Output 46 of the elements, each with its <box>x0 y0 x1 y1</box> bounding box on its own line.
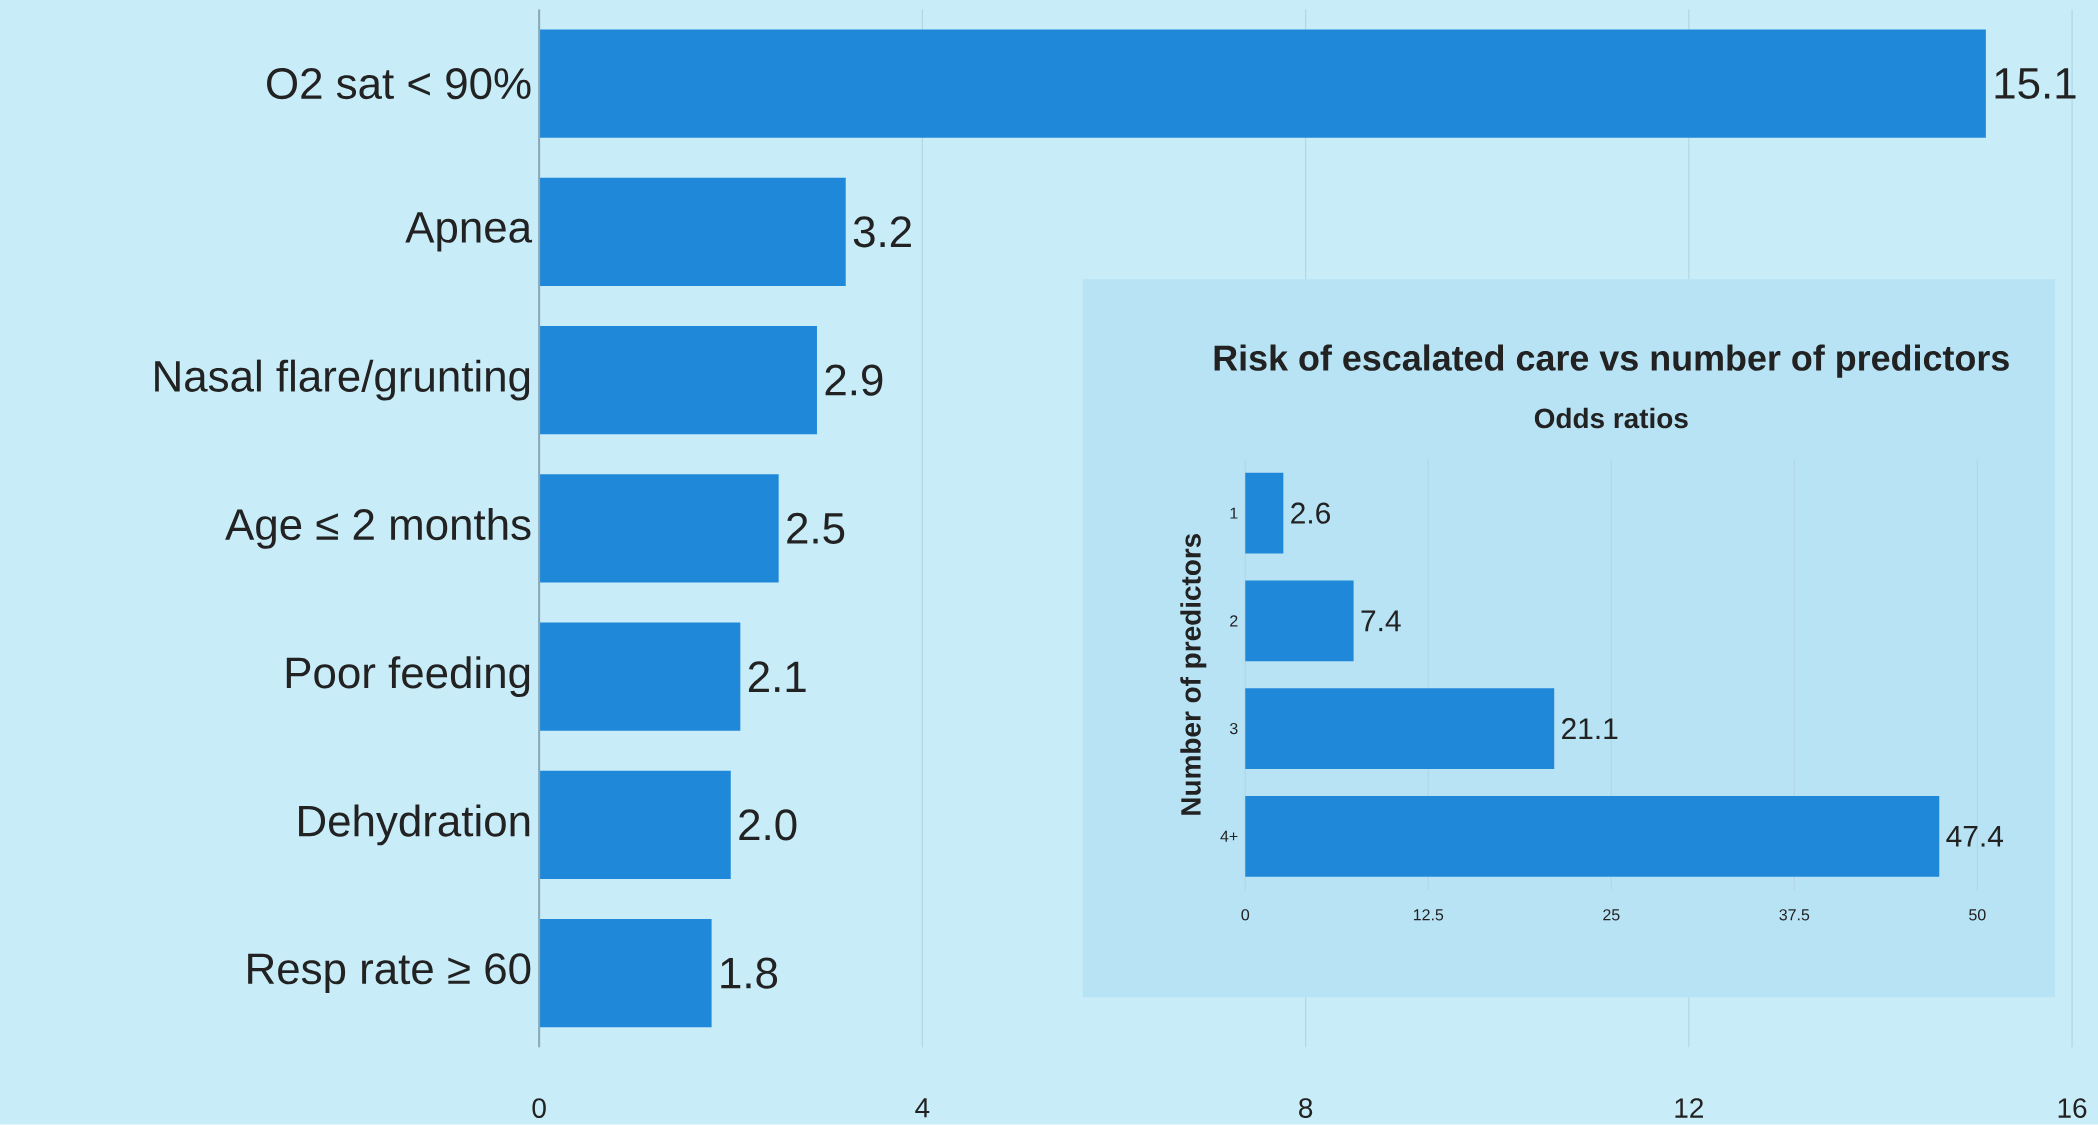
bar <box>539 326 817 435</box>
y-tick-label: Nasal flare/grunting <box>155 359 530 401</box>
x-tick-label: 0 <box>532 1098 546 1119</box>
bar <box>1245 580 1354 662</box>
y-tick-label: 1 <box>1230 507 1238 519</box>
data-label: 2.0 <box>739 809 797 841</box>
data-label: 2.6 <box>1291 502 1330 524</box>
bar <box>539 770 731 880</box>
data-label: 3.2 <box>853 216 911 248</box>
bar <box>539 622 741 731</box>
x-tick-label: 12 <box>1675 1098 1703 1118</box>
bar <box>539 29 1986 138</box>
y-tick-label: O2 sat < 90% <box>267 68 531 100</box>
x-tick-label: 16 <box>2058 1098 2087 1119</box>
y-axis-title: Number of predictors <box>1180 534 1207 816</box>
data-label: 2.5 <box>787 513 845 545</box>
y-tick-label: 4+ <box>1220 831 1238 842</box>
x-tick-label: 0 <box>1241 909 1250 921</box>
data-label: 7.4 <box>1361 610 1401 632</box>
bar <box>539 177 846 287</box>
x-tick-label: 8 <box>1299 1098 1313 1119</box>
data-label: 2.9 <box>825 364 883 396</box>
x-tick-label: 37.5 <box>1779 909 1810 921</box>
x-tick-label: 12.5 <box>1413 909 1444 921</box>
data-label: 21.1 <box>1562 718 1618 740</box>
data-label: 47.4 <box>1946 826 2003 847</box>
y-tick-label: Poor feeding <box>286 656 530 698</box>
chart-title: Risk of escalated care vs number of predictors <box>1214 344 2009 379</box>
bar <box>1245 796 1940 877</box>
y-tick-label: Age ≤ 2 months <box>225 508 531 550</box>
y-tick-label: Dehydration <box>299 804 530 846</box>
y-tick-label: Resp rate ≥ 60 <box>248 953 531 994</box>
x-tick-label: 25 <box>1603 909 1620 921</box>
data-label: 1.8 <box>721 957 778 989</box>
y-tick-label: 3 <box>1229 723 1238 735</box>
y-tick-label: 2 <box>1230 615 1238 627</box>
chart-subtitle: Odds ratios <box>1534 408 1688 429</box>
y-tick-label: Apnea <box>405 212 533 252</box>
bar <box>539 919 712 1028</box>
bar <box>539 474 779 583</box>
bar <box>1245 472 1284 554</box>
x-tick-label: 4 <box>915 1098 930 1118</box>
data-label: 2.1 <box>748 661 806 693</box>
bar <box>1245 688 1555 770</box>
x-tick-label: 50 <box>1969 909 1986 921</box>
data-label: 15.1 <box>1995 68 2076 100</box>
